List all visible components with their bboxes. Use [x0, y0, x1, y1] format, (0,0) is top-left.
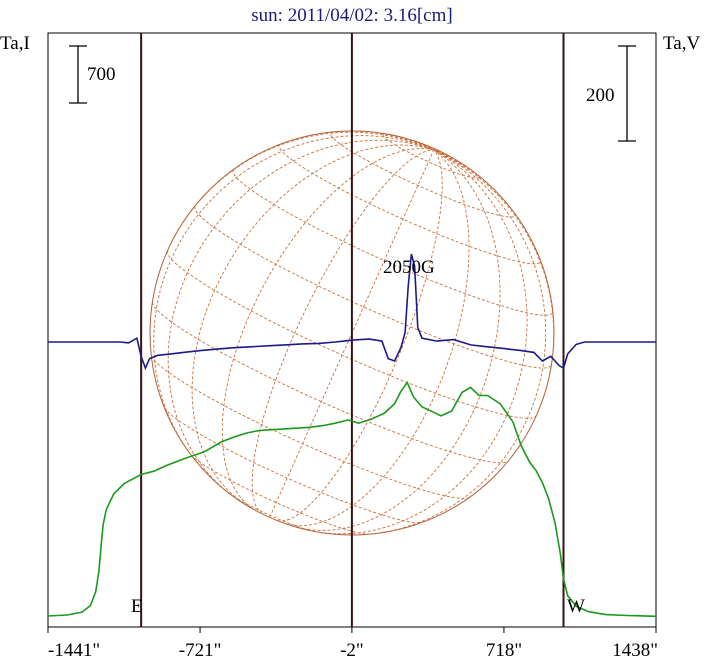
latitude-line [190, 454, 369, 535]
latitude-line [330, 131, 516, 218]
limb-lines [140, 33, 565, 627]
x-axis-ticks: -1441" -721" -2" 718" 1438" [47, 627, 658, 661]
source-label: 2050G [383, 257, 435, 278]
latitude-line [382, 133, 480, 179]
solar-disk [149, 130, 555, 536]
longitude-line [433, 149, 440, 152]
longitude-line [251, 149, 434, 515]
west-limb-label: W [567, 596, 585, 617]
latitude-line [194, 205, 552, 369]
x-tick-label: 1438" [612, 640, 658, 661]
longitude-line [297, 149, 501, 531]
longitude-line [277, 149, 443, 522]
x-tick-label: -721" [179, 640, 222, 661]
longitude-line [429, 146, 435, 151]
left-scale-bar-label: 700 [87, 64, 116, 85]
longitude-line [433, 149, 555, 416]
east-limb-label: E [131, 596, 143, 617]
x-tick-label: -2" [340, 640, 364, 661]
solar-grid [150, 130, 555, 536]
longitude-line [167, 131, 434, 251]
right-scale-bar [618, 45, 636, 142]
x-tick-label: -1441" [48, 640, 100, 661]
longitude-line [153, 135, 434, 463]
intensity-series-line [47, 380, 657, 618]
longitude-line [284, 149, 470, 527]
longitude-line [167, 139, 434, 495]
polarization-series-line [48, 253, 656, 371]
longitude-line [358, 149, 547, 536]
x-tick-label: 718" [486, 640, 522, 661]
left-axis-label: Ta,I [0, 33, 30, 54]
longitude-line [433, 149, 445, 154]
longitude-line [191, 144, 434, 504]
longitude-line [221, 148, 434, 511]
longitude-line [433, 149, 455, 160]
longitude-line [269, 149, 435, 518]
chart-title: sun: 2011/04/02: 3.16[cm] [251, 5, 452, 26]
right-scale-bar-label: 200 [586, 85, 615, 106]
left-scale-bar [69, 45, 87, 104]
right-axis-label: Ta,V [663, 33, 700, 54]
